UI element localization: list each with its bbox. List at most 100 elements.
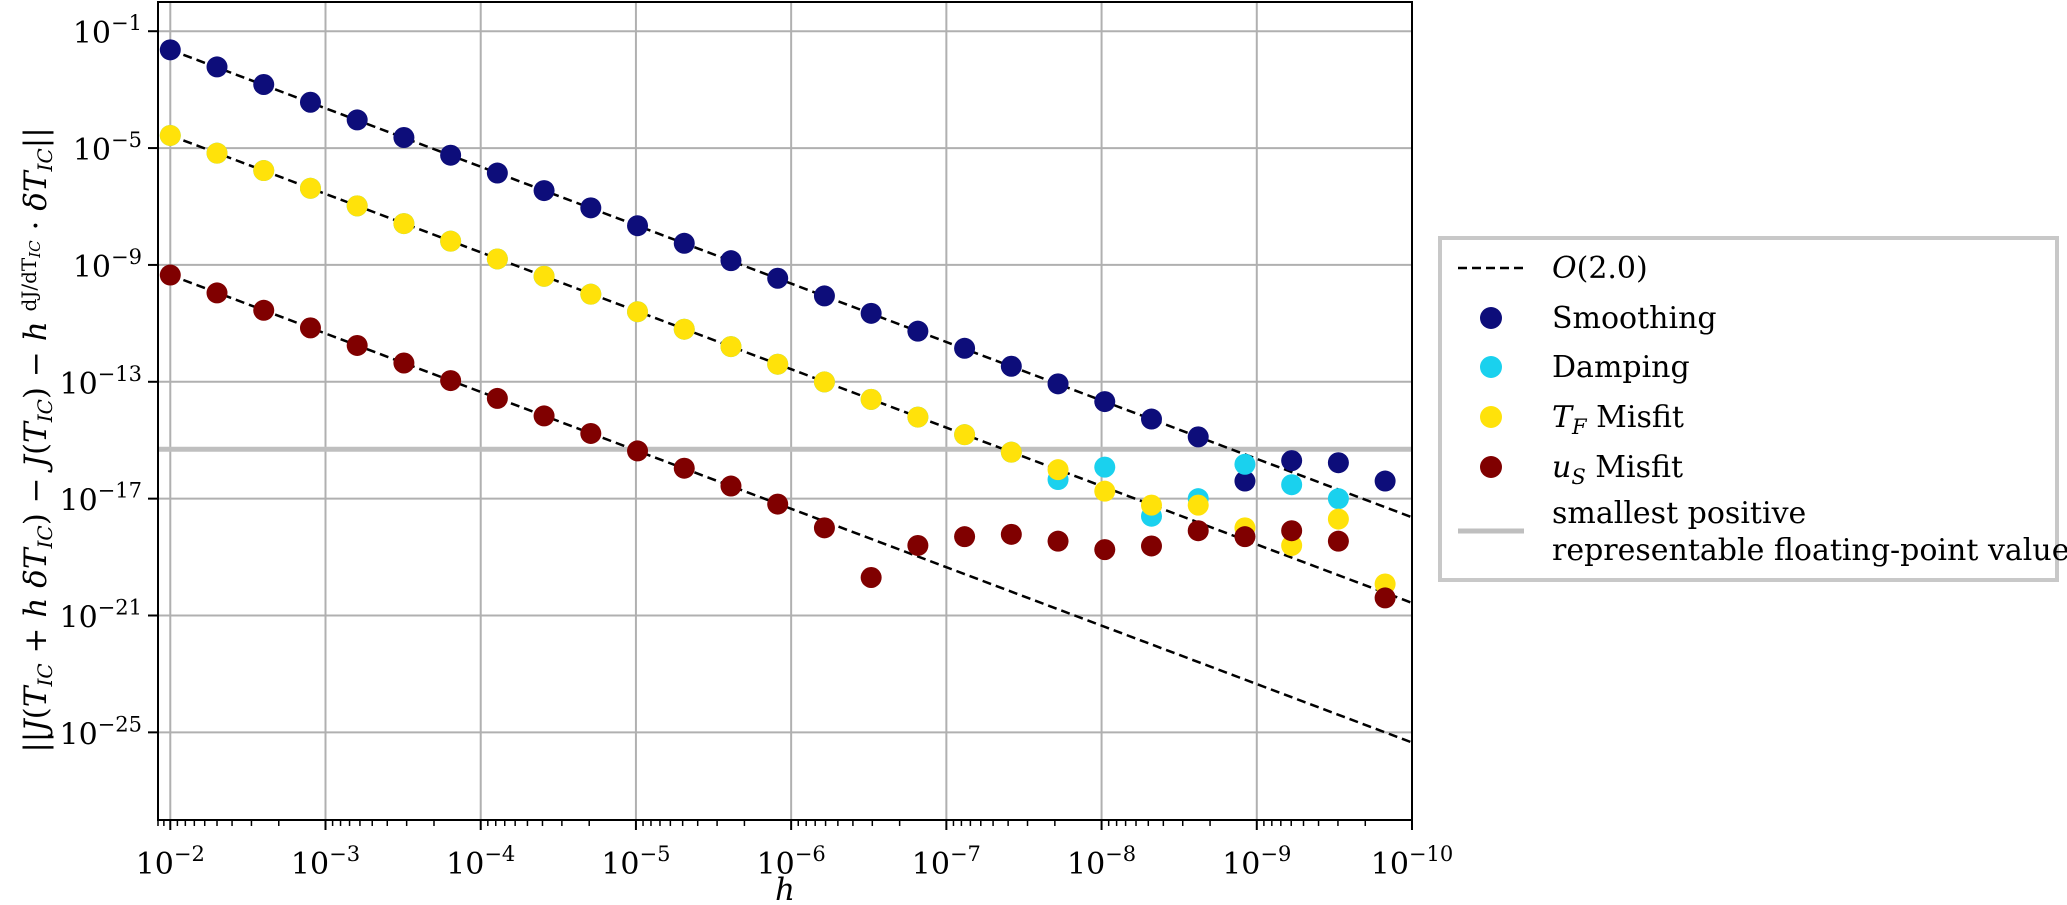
data-point	[813, 517, 835, 539]
reference-line-order-2	[169, 273, 1413, 744]
data-point	[1281, 450, 1303, 472]
data-point	[1140, 494, 1162, 516]
data-point	[1000, 523, 1022, 545]
y-tick-labels: 10−1 10−5 10−9 10−13 10−17 10−21 10−25	[59, 11, 158, 752]
data-point	[860, 566, 882, 588]
legend-label: uS Misfit	[1552, 450, 1683, 489]
data-point	[673, 457, 695, 479]
data-point	[440, 370, 462, 392]
data-point	[1281, 520, 1303, 542]
data-point	[673, 232, 695, 254]
data-point	[533, 405, 555, 427]
legend-marker	[1480, 456, 1502, 478]
data-point	[1187, 494, 1209, 516]
data-point	[627, 215, 649, 237]
legend-label: Damping	[1552, 350, 1690, 385]
data-point	[253, 299, 275, 321]
data-point	[1047, 459, 1069, 481]
data-point	[1327, 530, 1349, 552]
data-point	[720, 250, 742, 272]
data-point	[486, 162, 508, 184]
data-point	[206, 142, 228, 164]
data-point	[440, 144, 462, 166]
data-point	[813, 285, 835, 307]
data-point	[1327, 508, 1349, 530]
y-tick-label: 10−9	[73, 245, 142, 285]
data-point	[1000, 355, 1022, 377]
data-point	[720, 475, 742, 497]
data-point	[299, 177, 321, 199]
data-point	[1047, 530, 1069, 552]
data-point	[813, 371, 835, 393]
reference-line-order-2	[169, 48, 1413, 519]
data-point	[954, 337, 976, 359]
y-tick-label: 10−1	[73, 11, 142, 51]
legend-box	[1438, 236, 2059, 582]
data-point	[860, 388, 882, 410]
data-point	[393, 127, 415, 149]
plot-frame	[157, 1, 1413, 821]
series-t-f-misfit	[159, 124, 1396, 595]
x-tick-label: 10−3	[291, 842, 360, 882]
data-point	[253, 73, 275, 95]
data-point	[1140, 408, 1162, 430]
reference-lines	[169, 48, 1413, 744]
x-tick-label: 10−2	[136, 842, 205, 882]
y-tick-label: 10−21	[59, 596, 142, 636]
series-u-s-misfit	[159, 264, 1396, 609]
data-point	[580, 283, 602, 305]
legend-label: O(2.0)	[1552, 251, 1648, 286]
data-point	[1234, 453, 1256, 475]
legend-label: smallest positive	[1552, 496, 1806, 531]
x-tick-label: 10−5	[601, 842, 670, 882]
data-point	[159, 39, 181, 61]
data-point	[907, 320, 929, 342]
data-point	[1374, 470, 1396, 492]
series-damping	[159, 124, 1349, 527]
svg-text:||J(TIC + h δTIC) − J(TIC) − h: ||J(TIC + h δTIC) − J(TIC) − h dJ/dTIC ·…	[17, 127, 57, 752]
data-point	[627, 440, 649, 462]
x-tick-label: 10−6	[757, 842, 826, 882]
data-point	[1327, 452, 1349, 474]
data-point	[1281, 534, 1303, 556]
legend: O(2.0) Smoothing Damping TF Misfit uS Misfit…	[1438, 236, 2067, 582]
x-tick-label: 10−8	[1067, 842, 1136, 882]
data-point	[1094, 539, 1116, 561]
data-point	[1187, 426, 1209, 448]
data-point	[346, 334, 368, 356]
data-point	[486, 248, 508, 270]
legend-label-line2: representable floating-point value	[1552, 533, 2067, 568]
data-point	[580, 422, 602, 444]
data-points	[159, 39, 1396, 609]
reference-line-order-2	[169, 134, 1413, 605]
data-point	[299, 91, 321, 113]
data-point	[954, 526, 976, 548]
data-point	[159, 124, 181, 146]
x-tick-label: 10−9	[1222, 842, 1291, 882]
data-point	[440, 230, 462, 252]
legend-label: Smoothing	[1552, 301, 1717, 336]
y-tick-label: 10−5	[73, 128, 142, 168]
x-tick-labels: 10−2 10−3 10−4 10−5 10−6 10−7 10−8 10−9 10−10	[136, 820, 1454, 882]
data-point	[860, 302, 882, 324]
data-point	[533, 265, 555, 287]
data-point	[1094, 456, 1116, 478]
y-tick-label: 10−25	[59, 712, 142, 752]
x-tick-label: 10−10	[1371, 842, 1454, 882]
x-tick-label: 10−4	[446, 842, 515, 882]
data-point	[253, 160, 275, 182]
data-point	[1327, 488, 1349, 510]
data-point	[1187, 520, 1209, 542]
data-point	[720, 336, 742, 358]
data-point	[767, 493, 789, 515]
data-point	[206, 282, 228, 304]
data-point	[767, 353, 789, 375]
y-axis-label: ||J(TIC + h δTIC) − J(TIC) − h dJ/dTIC ·…	[17, 127, 57, 752]
data-point	[627, 301, 649, 323]
data-point	[954, 424, 976, 446]
data-point	[1094, 391, 1116, 413]
data-point	[533, 180, 555, 202]
grid-lines	[158, 2, 1413, 820]
data-point	[206, 56, 228, 78]
series-smoothing	[159, 39, 1396, 492]
